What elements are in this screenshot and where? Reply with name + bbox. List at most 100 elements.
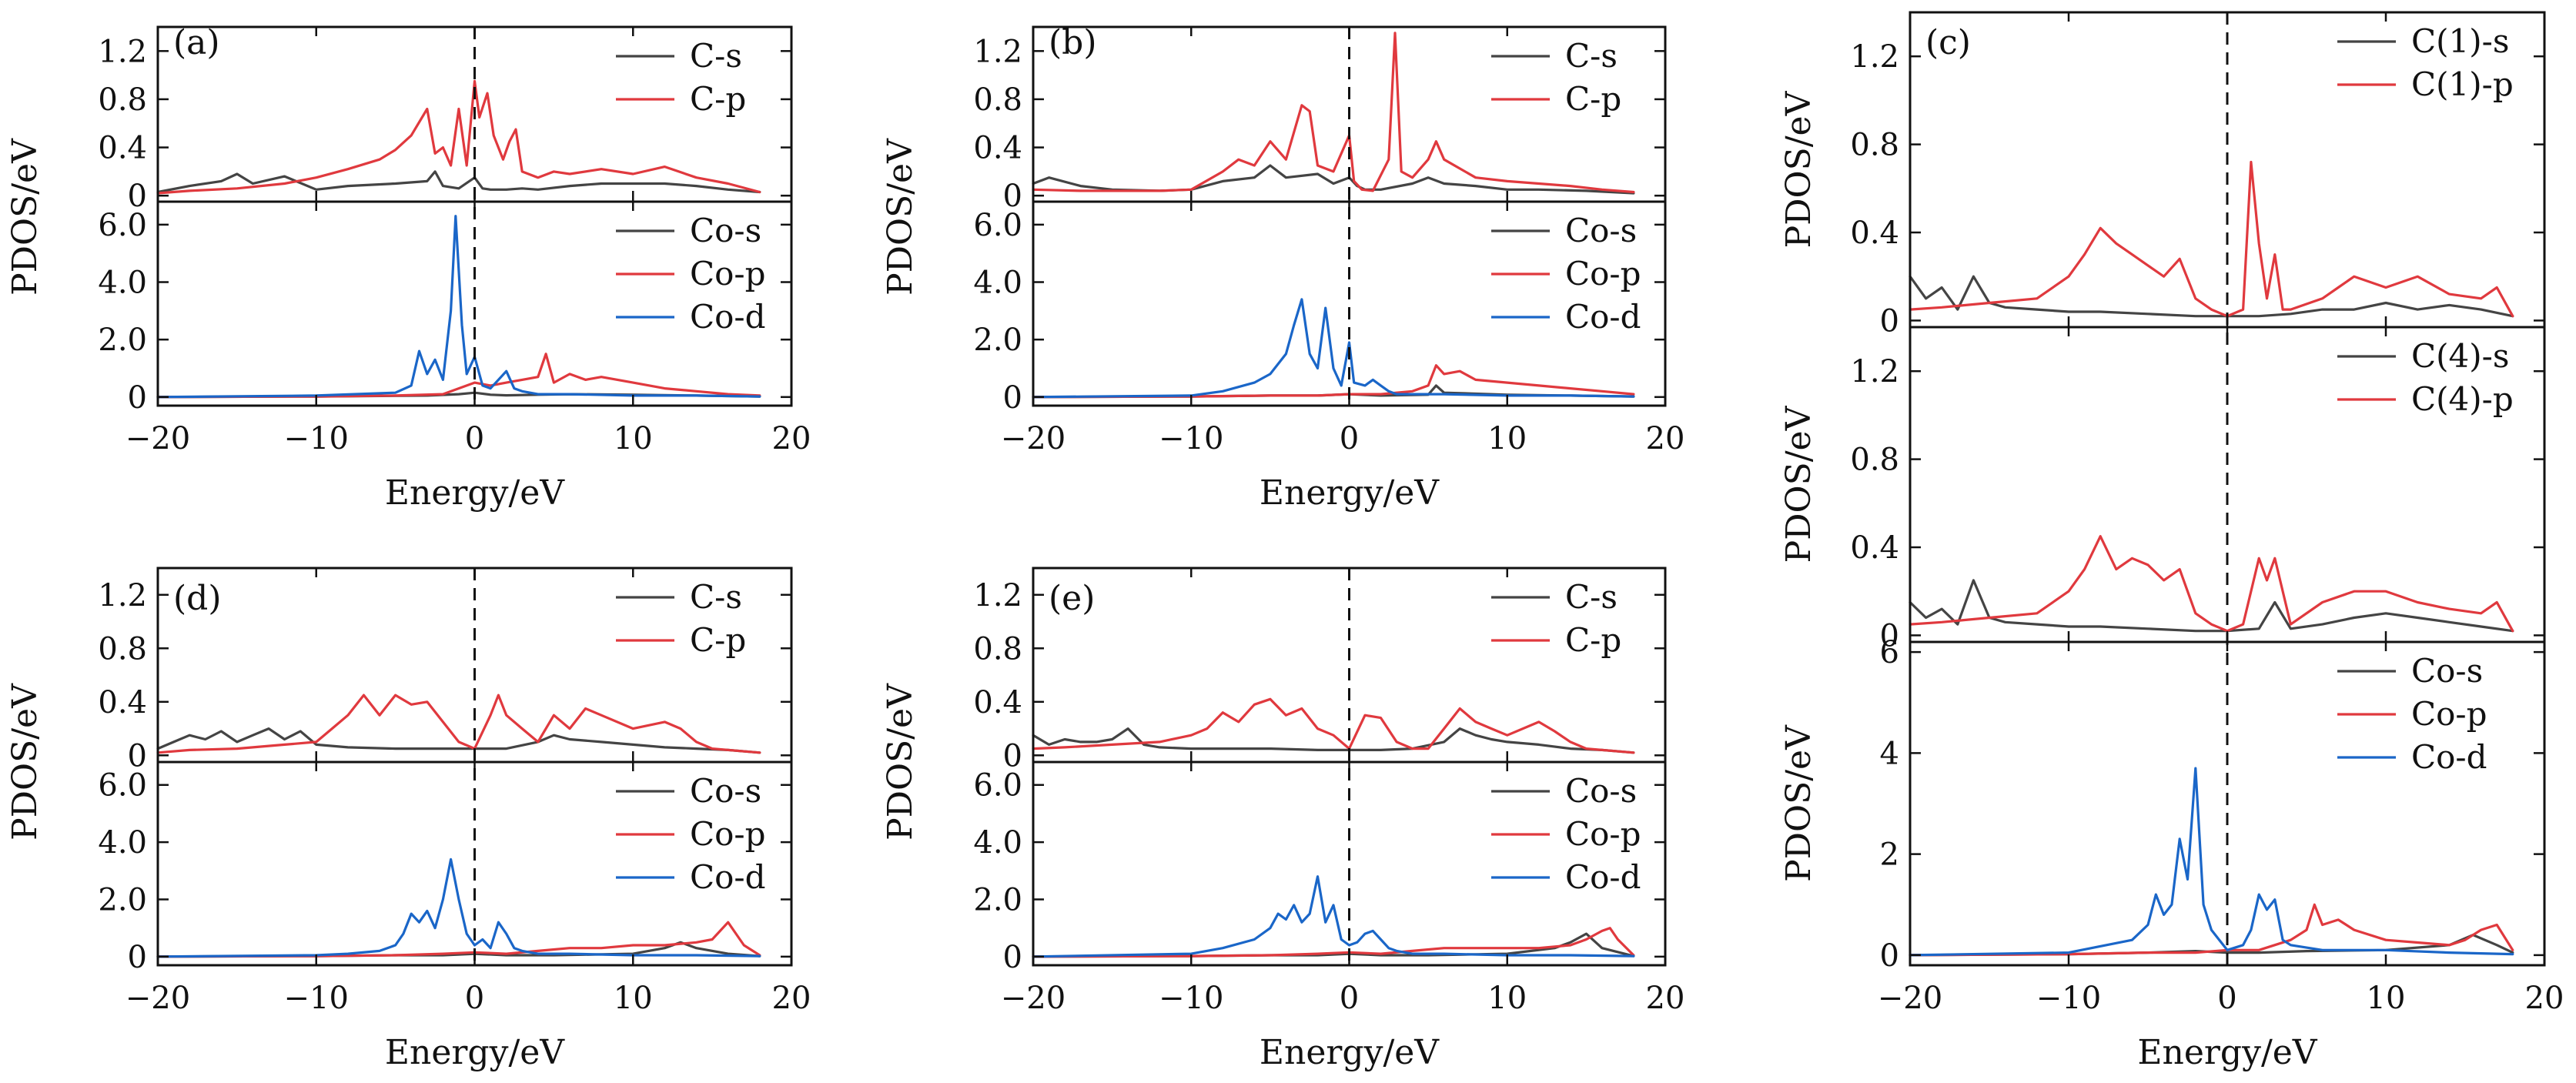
legend-label: C-s [1565,578,1618,616]
y-tick-label: 1.2 [98,578,147,613]
panel-label: (d) [173,579,222,618]
series-line-co-d [1032,298,1635,399]
legend-label: Co-p [2411,695,2487,733]
panel-label: (c) [1925,23,1971,62]
legend-label: Co-p [690,255,766,292]
y-tick-label: 0 [128,179,147,214]
x-tick-label: 20 [772,421,811,456]
series-line-co-d [156,215,761,399]
y-tick-label: 0.4 [973,685,1022,720]
legend-label: C(1)-p [2411,65,2514,103]
legend-label: Co-s [690,772,761,810]
x-tick-label: −10 [284,981,349,1016]
x-tick-label: −10 [1159,421,1223,456]
legend-label: C-p [1565,621,1621,659]
series-line-co-p [156,353,761,399]
series-line-c4-s [1909,579,2514,633]
x-tick-label: −20 [1001,421,1066,456]
y-axis-label: PDOS/eV [1779,405,1818,563]
legend-label: Co-p [690,815,766,853]
x-tick-label: 10 [614,981,653,1016]
x-tick-label: −20 [125,981,190,1016]
x-tick-label: 10 [1487,981,1527,1016]
legend-label: Co-d [2411,738,2487,776]
y-tick-label: 4.0 [98,825,147,861]
series-line-c-s [156,727,761,754]
x-tick-label: −10 [1159,981,1223,1016]
series-line-co-p [1032,364,1635,399]
x-axis-label: Energy/eV [1260,1033,1440,1072]
x-tick-label: 0 [465,421,484,456]
y-tick-label: 0 [1003,940,1022,975]
legend-label: C(1)-s [2411,22,2509,60]
y-tick-label: 0 [1003,380,1022,416]
y-tick-label: 6.0 [98,208,147,243]
y-tick-label: 4.0 [973,825,1022,861]
y-tick-label: 6.0 [98,768,147,804]
y-tick-label: 1.2 [973,578,1022,613]
y-tick-label: 4.0 [973,266,1022,301]
y-tick-label: 4 [1880,736,1899,771]
x-tick-label: 20 [1646,421,1685,456]
legend-label: C-s [1565,37,1618,75]
x-tick-label: −20 [1878,981,1942,1016]
y-tick-label: 6.0 [973,208,1022,243]
y-tick-label: 0.8 [1850,443,1899,478]
y-tick-label: 1.2 [1850,39,1899,75]
x-tick-label: 0 [1340,981,1359,1016]
panel-d: 0 0.4 0.8 1.2 C-s C-p 0 2.0 4.0 6.0 Co-s Co-p Co-d −2… [5,567,811,1072]
y-tick-label: 1.2 [1850,354,1899,389]
y-axis-label: PDOS/eV [881,138,920,296]
panel-c: 0 0.4 0.8 1.2 C(1)-s C(1)-p PDOS/eV 0 0.4 0.8 1.2 C… [1779,11,2564,1072]
series-line-c-p [1032,32,1635,194]
y-axis-label: PDOS/eV [1779,724,1818,882]
y-tick-label: 2 [1880,837,1899,873]
y-tick-label: 0 [1880,303,1899,339]
x-tick-label: −10 [284,421,349,456]
series-line-co-p [156,921,761,958]
y-tick-label: 4.0 [98,266,147,301]
x-axis-label: Energy/eV [385,473,565,513]
series-line-c-s [156,170,761,194]
y-tick-label: 0 [1880,618,1899,653]
series-line-c-s [1032,727,1635,754]
x-axis-label: Energy/eV [2137,1033,2317,1072]
series-line-co-d [1032,875,1635,958]
series-line-c1-p [1909,160,2514,318]
y-axis-label: PDOS/eV [5,138,45,296]
x-tick-label: 0 [465,981,484,1016]
y-tick-label: 0.4 [98,685,147,720]
series-line-co-d [156,857,761,958]
x-tick-label: 10 [614,421,653,456]
x-tick-label: −20 [125,421,190,456]
y-tick-label: 0 [128,380,147,416]
y-tick-label: 2.0 [973,882,1022,918]
y-axis-label: PDOS/eV [1779,90,1818,248]
x-tick-label: −10 [2036,981,2101,1016]
legend-label: Co-p [1565,815,1641,853]
y-tick-label: 0.4 [1850,216,1899,251]
y-tick-label: 0.8 [1850,128,1899,163]
y-tick-label: 0.8 [973,631,1022,667]
legend-label: C(4)-p [2411,380,2514,418]
y-tick-label: 0 [1880,938,1899,974]
series-line-c-p [1032,697,1635,754]
panel-label: (b) [1049,23,1097,62]
x-tick-label: 20 [1646,981,1685,1016]
panel-e: 0 0.4 0.8 1.2 C-s C-p 0 2.0 4.0 6.0 Co-s Co-p Co-d −2… [881,567,1685,1072]
legend-label: C-s [690,578,742,616]
x-tick-label: 10 [2367,981,2406,1016]
legend-label: Co-s [2411,652,2483,690]
legend-label: C-p [690,80,746,118]
y-tick-label: 0.4 [1850,530,1899,566]
y-tick-label: 2.0 [973,323,1022,358]
series-line-co-p [1909,903,2514,957]
x-tick-label: 0 [2217,981,2236,1016]
legend-label: Co-s [1565,212,1637,249]
legend-label: Co-s [690,212,761,249]
series-line-c-p [156,79,761,195]
legend-label: C-s [690,37,742,75]
legend-label: Co-s [1565,772,1637,810]
legend-label: Co-p [1565,255,1641,292]
